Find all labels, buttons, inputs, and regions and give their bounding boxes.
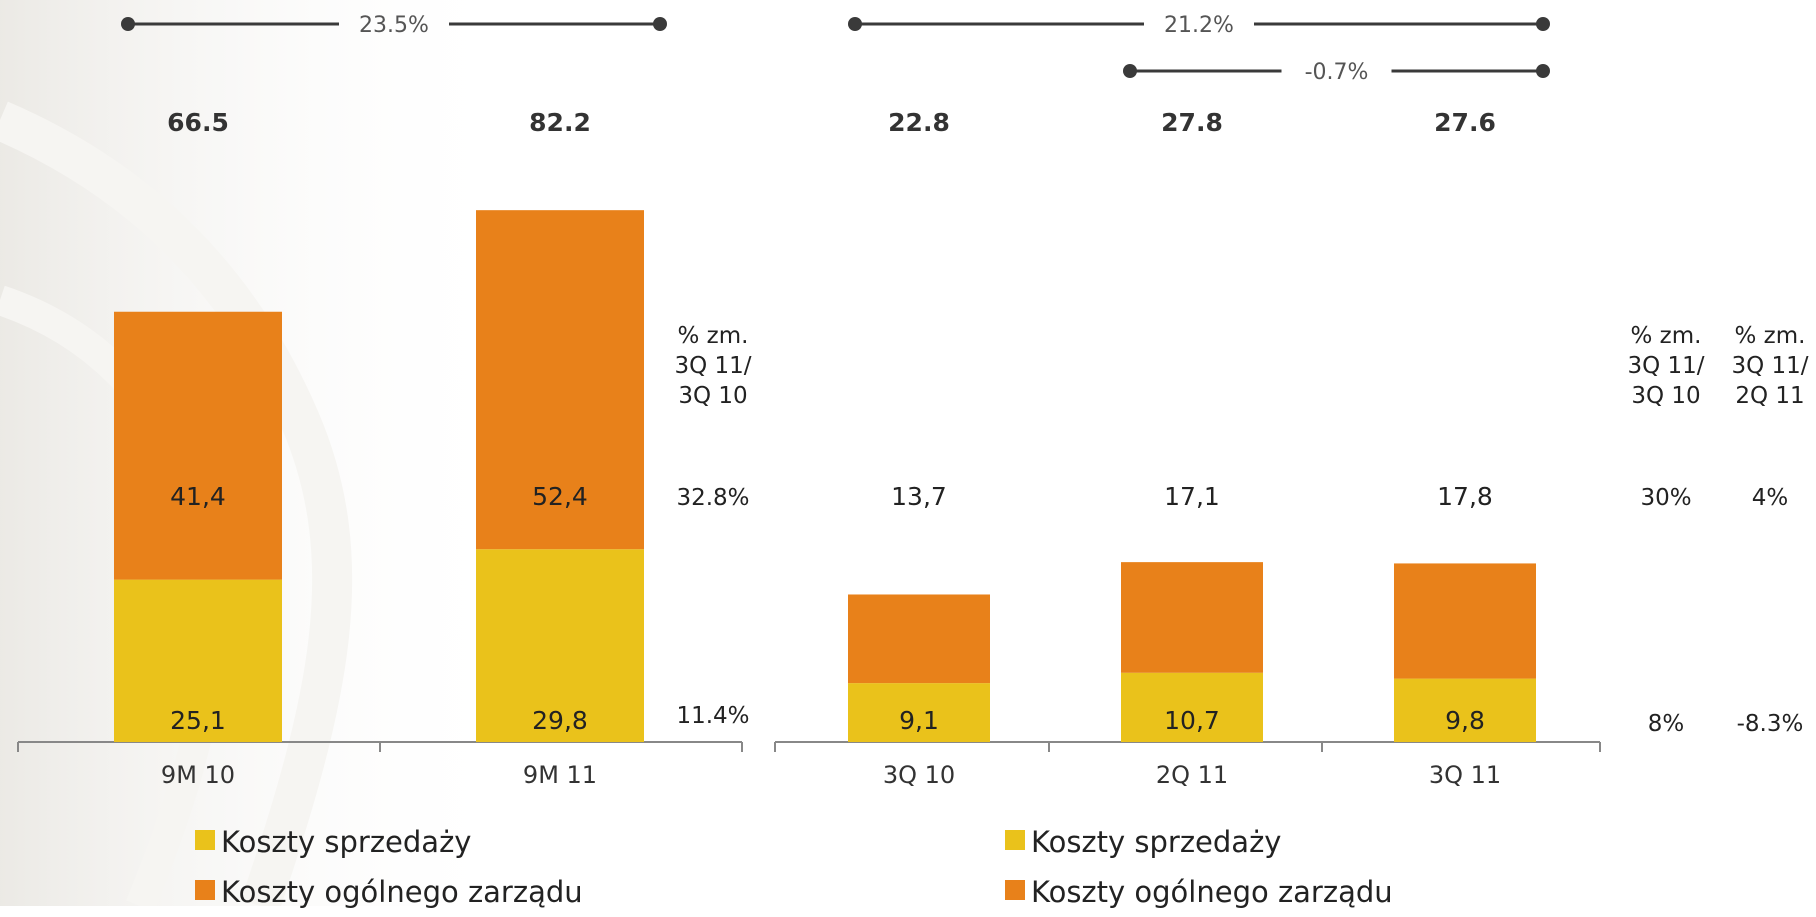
bracket-end-dot: [1536, 17, 1550, 31]
total-label: 22.8: [888, 108, 950, 137]
legend-label-admin: Koszty ogólnego zarządu: [221, 875, 583, 909]
legend-swatch-sales: [1005, 830, 1025, 850]
change-header: 3Q 10: [678, 383, 747, 409]
change-header: 3Q 11/: [674, 353, 751, 379]
total-label: 27.6: [1434, 108, 1496, 137]
total-label: 27.8: [1161, 108, 1223, 137]
change-header: 2Q 11: [1735, 383, 1804, 409]
change-value-admin: 4%: [1752, 485, 1789, 511]
bracket-change-label: 23.5%: [359, 13, 429, 38]
total-label: 82.2: [529, 108, 591, 137]
category-label: 3Q 11: [1429, 761, 1501, 789]
change-value-sales: 11.4%: [676, 703, 749, 729]
bracket-end-dot: [653, 17, 667, 31]
category-label: 3Q 10: [883, 761, 955, 789]
change-value-sales: -8.3%: [1737, 711, 1804, 737]
bracket-end-dot: [1123, 64, 1137, 78]
data-label-admin: 52,4: [532, 482, 588, 511]
legend-swatch-sales: [195, 830, 215, 850]
category-label: 2Q 11: [1156, 761, 1228, 789]
bracket-change-label: 21.2%: [1164, 13, 1234, 38]
bracket-change-label: -0.7%: [1305, 60, 1369, 85]
data-label-sales: 29,8: [532, 706, 588, 735]
total-label: 66.5: [167, 108, 229, 137]
change-header: 3Q 11/: [1731, 353, 1808, 379]
legend-item-sales: Koszty sprzedaży: [1005, 815, 1393, 865]
bar-segment-admin: [114, 311, 282, 580]
change-header: % zm.: [1735, 323, 1806, 349]
bar-segment-admin: [848, 594, 990, 684]
change-value-admin: 30%: [1640, 485, 1691, 511]
data-label-admin: 17,1: [1164, 482, 1220, 511]
legend-item-sales: Koszty sprzedaży: [195, 815, 583, 865]
change-header: 3Q 11/: [1627, 353, 1704, 379]
bar-segment-admin: [476, 210, 644, 550]
data-label-admin: 13,7: [891, 482, 947, 511]
bar-segment-admin: [1394, 563, 1536, 679]
bar-segment-sales: [1121, 672, 1263, 742]
change-header: 3Q 10: [1631, 383, 1700, 409]
legend-left: Koszty sprzedaży Koszty ogólnego zarządu: [195, 815, 583, 915]
data-label-sales: 10,7: [1164, 706, 1220, 735]
change-value-admin: 32.8%: [676, 485, 749, 511]
legend-right: Koszty sprzedaży Koszty ogólnego zarządu: [1005, 815, 1393, 915]
legend-swatch-admin: [1005, 880, 1025, 900]
bar-segment-sales: [476, 549, 644, 742]
legend-swatch-admin: [195, 880, 215, 900]
data-label-admin: 17,8: [1437, 482, 1493, 511]
change-value-sales: 8%: [1648, 711, 1685, 737]
category-label: 9M 10: [161, 761, 235, 789]
category-label: 9M 11: [523, 761, 597, 789]
data-label-admin: 41,4: [170, 482, 226, 511]
change-header: % zm.: [678, 323, 749, 349]
bar-segment-sales: [114, 579, 282, 742]
bracket-end-dot: [848, 17, 862, 31]
bracket-end-dot: [121, 17, 135, 31]
legend-label-sales: Koszty sprzedaży: [1031, 825, 1282, 859]
legend-item-admin: Koszty ogólnego zarządu: [195, 865, 583, 915]
legend-item-admin: Koszty ogólnego zarządu: [1005, 865, 1393, 915]
legend-label-admin: Koszty ogólnego zarządu: [1031, 875, 1393, 909]
data-label-sales: 9,1: [899, 706, 939, 735]
bar-segment-sales: [848, 683, 990, 742]
bar-segment-admin: [1121, 562, 1263, 673]
data-label-sales: 9,8: [1445, 706, 1485, 735]
data-label-sales: 25,1: [170, 706, 226, 735]
legend-label-sales: Koszty sprzedaży: [221, 825, 472, 859]
bracket-end-dot: [1536, 64, 1550, 78]
bar-segment-sales: [1394, 678, 1536, 742]
change-header: % zm.: [1631, 323, 1702, 349]
